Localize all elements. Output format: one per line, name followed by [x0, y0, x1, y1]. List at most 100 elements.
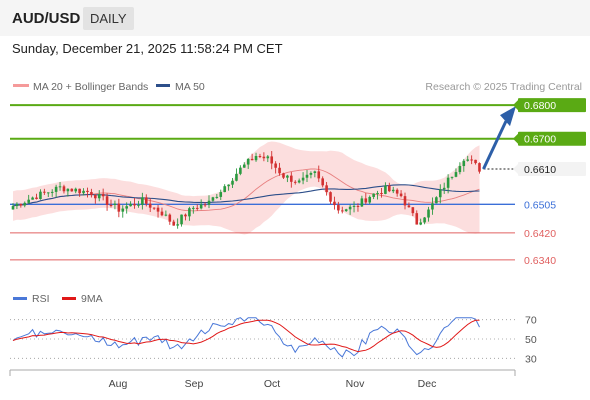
candle-body: [388, 185, 391, 192]
candle-body: [356, 205, 360, 207]
candle-body: [97, 194, 101, 199]
candle-body: [337, 205, 340, 211]
candle: [117, 198, 121, 218]
candle: [94, 194, 97, 204]
candle: [86, 187, 89, 198]
candle-body: [321, 178, 324, 186]
candle: [474, 159, 477, 165]
candle: [435, 196, 438, 204]
candle: [368, 195, 372, 204]
candle: [411, 207, 415, 217]
rsi-tick-label-50: 50: [525, 334, 537, 346]
candle: [278, 162, 281, 176]
candle-body: [254, 156, 258, 161]
candle-body: [391, 189, 395, 192]
timeframe-badge[interactable]: DAILY: [83, 7, 134, 30]
candle: [184, 213, 187, 221]
candle: [11, 203, 15, 210]
candle-body: [86, 190, 89, 193]
time-axis: Aug Sep Oct Nov Dec: [9, 369, 516, 390]
candle: [27, 194, 30, 204]
candle: [239, 165, 242, 176]
candle: [254, 152, 258, 162]
level-label-bg-0.6700: [518, 131, 586, 146]
candle-body: [82, 190, 85, 194]
candle: [58, 181, 62, 191]
legend-rsi-swatch: [13, 297, 27, 300]
candle-body: [105, 196, 109, 205]
candle: [313, 170, 317, 178]
candle: [470, 155, 473, 165]
chart-datetime: Sunday, December 21, 2025 11:58:24 PM CE…: [12, 41, 283, 56]
candle-body: [113, 203, 117, 205]
candle-body: [270, 156, 274, 164]
level-label-0.6800: 0.6800: [524, 100, 556, 112]
candle: [125, 202, 128, 214]
candle-body: [133, 203, 136, 206]
candle-body: [62, 186, 66, 192]
candle: [235, 168, 238, 182]
candle: [105, 193, 109, 211]
candle-body: [305, 174, 309, 178]
candle: [466, 155, 470, 162]
candle-body: [242, 164, 246, 168]
candle-body: [282, 173, 285, 178]
candle-body: [474, 159, 477, 164]
level-label-0.6340: 0.6340: [524, 255, 556, 267]
candle-body: [90, 192, 93, 195]
candle-body: [15, 203, 19, 207]
candle-body: [207, 200, 211, 205]
target-arrow-head: [500, 106, 516, 127]
month-label-oct: Oct: [264, 378, 280, 390]
candle-body: [180, 214, 183, 225]
candle: [454, 168, 458, 178]
candle-body: [301, 177, 305, 181]
candle-body: [333, 201, 336, 206]
candle: [415, 210, 419, 225]
candle-body: [164, 214, 168, 216]
candle: [31, 196, 34, 200]
candle-body: [423, 217, 426, 223]
candle: [164, 210, 168, 217]
candle: [407, 202, 411, 208]
candle-body: [239, 167, 242, 174]
candle: [395, 188, 399, 197]
candle-body: [109, 204, 113, 206]
candle: [309, 171, 313, 179]
rsi-tick-label-70: 70: [525, 315, 537, 327]
candle: [329, 191, 332, 205]
candle: [356, 203, 360, 212]
candle: [340, 206, 344, 214]
candle-body: [364, 198, 368, 203]
candle-body: [431, 203, 434, 210]
candle-body: [74, 188, 78, 192]
price-levels: [10, 104, 515, 261]
candle-body: [352, 205, 356, 207]
candle: [219, 189, 223, 201]
candle: [348, 204, 352, 215]
candle-body: [184, 214, 187, 217]
candle-body: [344, 209, 348, 212]
candle: [305, 169, 309, 182]
candle-body: [462, 160, 466, 167]
candle: [19, 203, 23, 208]
candle-body: [188, 208, 191, 217]
candle-body: [293, 181, 297, 183]
candle: [442, 182, 446, 194]
candle: [176, 218, 179, 229]
candle-body: [266, 156, 270, 159]
candle: [242, 162, 246, 168]
candle-body: [43, 191, 46, 193]
target-arrow-shaft: [482, 120, 508, 170]
candle: [133, 197, 136, 209]
candle: [317, 165, 321, 183]
candle: [384, 182, 387, 195]
candle: [144, 194, 148, 207]
candle-body: [192, 207, 195, 209]
research-credit: Research © 2025 Trading Central: [425, 81, 582, 93]
candle: [297, 178, 301, 184]
candle-body: [368, 196, 372, 203]
candle-body: [160, 211, 164, 216]
legend-rsi-label: RSI: [32, 293, 50, 305]
